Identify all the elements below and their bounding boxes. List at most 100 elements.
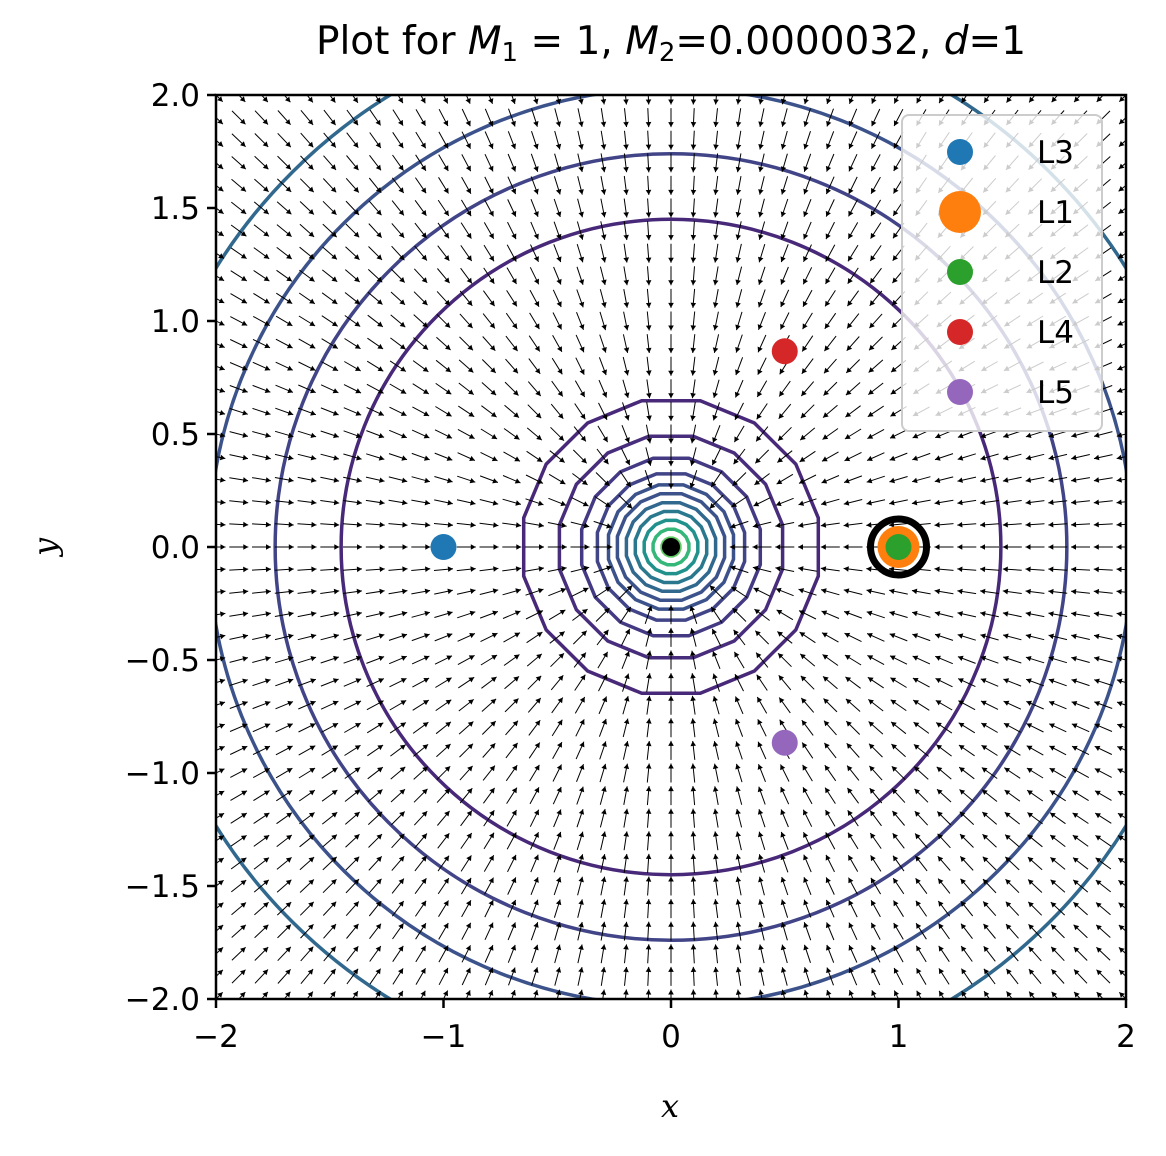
field-arrowhead	[488, 165, 494, 172]
field-arrowhead	[982, 834, 989, 840]
field-arrowhead	[420, 97, 426, 104]
field-arrowhead	[825, 877, 831, 884]
field-arrowhead	[778, 653, 784, 659]
contour-line	[651, 527, 691, 567]
field-arrowhead	[625, 606, 631, 613]
field-arrowhead	[556, 787, 562, 793]
field-arrowhead	[690, 347, 696, 353]
y-tick-label: −0.5	[125, 643, 200, 679]
field-arrowhead	[957, 611, 963, 617]
field-arrowhead	[398, 187, 404, 193]
field-arrowhead	[914, 811, 921, 817]
field-arrowhead	[1071, 432, 1077, 438]
field-arrowhead	[870, 877, 876, 884]
field-arrowhead	[869, 300, 876, 306]
field-arrowhead	[982, 812, 988, 818]
field-arrowhead	[847, 787, 853, 794]
field-arrowhead	[983, 946, 989, 952]
field-arrowhead	[820, 544, 826, 550]
field-arrowhead	[1093, 477, 1100, 483]
field-arrowhead	[333, 477, 340, 483]
field-arrowhead	[1095, 880, 1102, 886]
field-arrowhead	[443, 990, 448, 997]
field-arrowhead	[668, 167, 674, 173]
field-arrowhead	[242, 410, 248, 416]
field-arrowhead	[443, 142, 449, 149]
field-arrowhead	[265, 656, 271, 662]
field-arrowhead	[1118, 208, 1125, 214]
field-arrowhead	[561, 566, 567, 572]
field-arrowhead	[400, 700, 407, 706]
field-arrowhead	[263, 298, 270, 304]
field-arrowhead	[871, 120, 877, 127]
field-arrowhead	[1049, 745, 1056, 751]
field-arrowhead	[606, 523, 612, 529]
field-arrowhead	[354, 812, 360, 818]
field-arrowhead	[912, 455, 918, 461]
field-arrowhead	[533, 922, 539, 928]
field-arrowhead	[646, 437, 652, 444]
field-arrowhead	[893, 855, 899, 862]
field-arrowhead	[219, 701, 225, 707]
field-arrowhead	[980, 477, 986, 483]
field-arrowhead	[489, 300, 495, 307]
field-arrowhead	[535, 412, 542, 419]
field-arrowhead	[623, 369, 630, 376]
field-arrowhead	[420, 120, 426, 126]
field-arrowhead	[579, 324, 585, 330]
field-arrowhead	[735, 899, 742, 905]
field-arrowhead	[422, 744, 429, 750]
field-arrowhead	[466, 810, 472, 817]
field-arrowhead	[803, 166, 809, 172]
field-arrowhead	[709, 503, 716, 509]
field-arrowhead	[1048, 678, 1055, 684]
field-arrowhead	[333, 655, 339, 662]
field-arrowhead	[624, 651, 630, 657]
field-arrowhead	[1096, 947, 1102, 953]
field-arrowhead	[758, 189, 764, 195]
field-arrowhead	[1117, 791, 1124, 796]
field-arrowhead	[263, 902, 269, 908]
field-arrowhead	[690, 944, 697, 950]
field-arrowhead	[601, 786, 607, 792]
legend-marker-l1	[939, 191, 981, 233]
field-arrowhead	[600, 944, 607, 950]
field-arrowhead	[624, 673, 630, 680]
field-arrowhead	[825, 210, 831, 217]
field-arrowhead	[356, 633, 362, 639]
field-arrowhead	[490, 411, 497, 418]
field-arrowhead	[752, 522, 759, 529]
field-arrowhead	[757, 786, 764, 793]
field-arrowhead	[425, 566, 431, 572]
field-arrowhead	[1051, 924, 1057, 930]
field-arrowhead	[690, 144, 697, 150]
field-arrowhead	[422, 788, 428, 795]
field-arrowhead	[981, 745, 988, 751]
field-arrowhead	[689, 460, 696, 466]
field-arrowhead	[217, 208, 224, 214]
field-arrowhead	[218, 253, 224, 259]
field-arrowhead	[867, 455, 873, 461]
field-arrowhead	[307, 946, 314, 953]
field-arrowhead	[239, 96, 246, 102]
field-arrowhead	[983, 901, 989, 908]
field-arrowhead	[756, 674, 762, 681]
field-arrowhead	[871, 945, 877, 951]
field-arrowhead	[892, 833, 898, 839]
field-arrowhead	[1050, 812, 1056, 818]
field-arrowhead	[1025, 521, 1031, 528]
field-arrowhead	[492, 478, 498, 484]
field-arrowhead	[848, 233, 854, 239]
field-arrowhead	[803, 877, 809, 883]
field-arrowhead	[398, 878, 404, 885]
field-arrowhead	[377, 767, 383, 773]
field-arrowhead	[1117, 387, 1123, 393]
field-arrowhead	[799, 456, 806, 462]
contour-line	[624, 500, 718, 594]
field-arrowhead	[847, 322, 853, 329]
field-arrowhead	[889, 477, 895, 484]
field-arrowhead	[514, 478, 521, 484]
field-arrowhead	[534, 345, 540, 352]
field-arrowhead	[758, 967, 764, 973]
field-arrowhead	[912, 610, 918, 617]
